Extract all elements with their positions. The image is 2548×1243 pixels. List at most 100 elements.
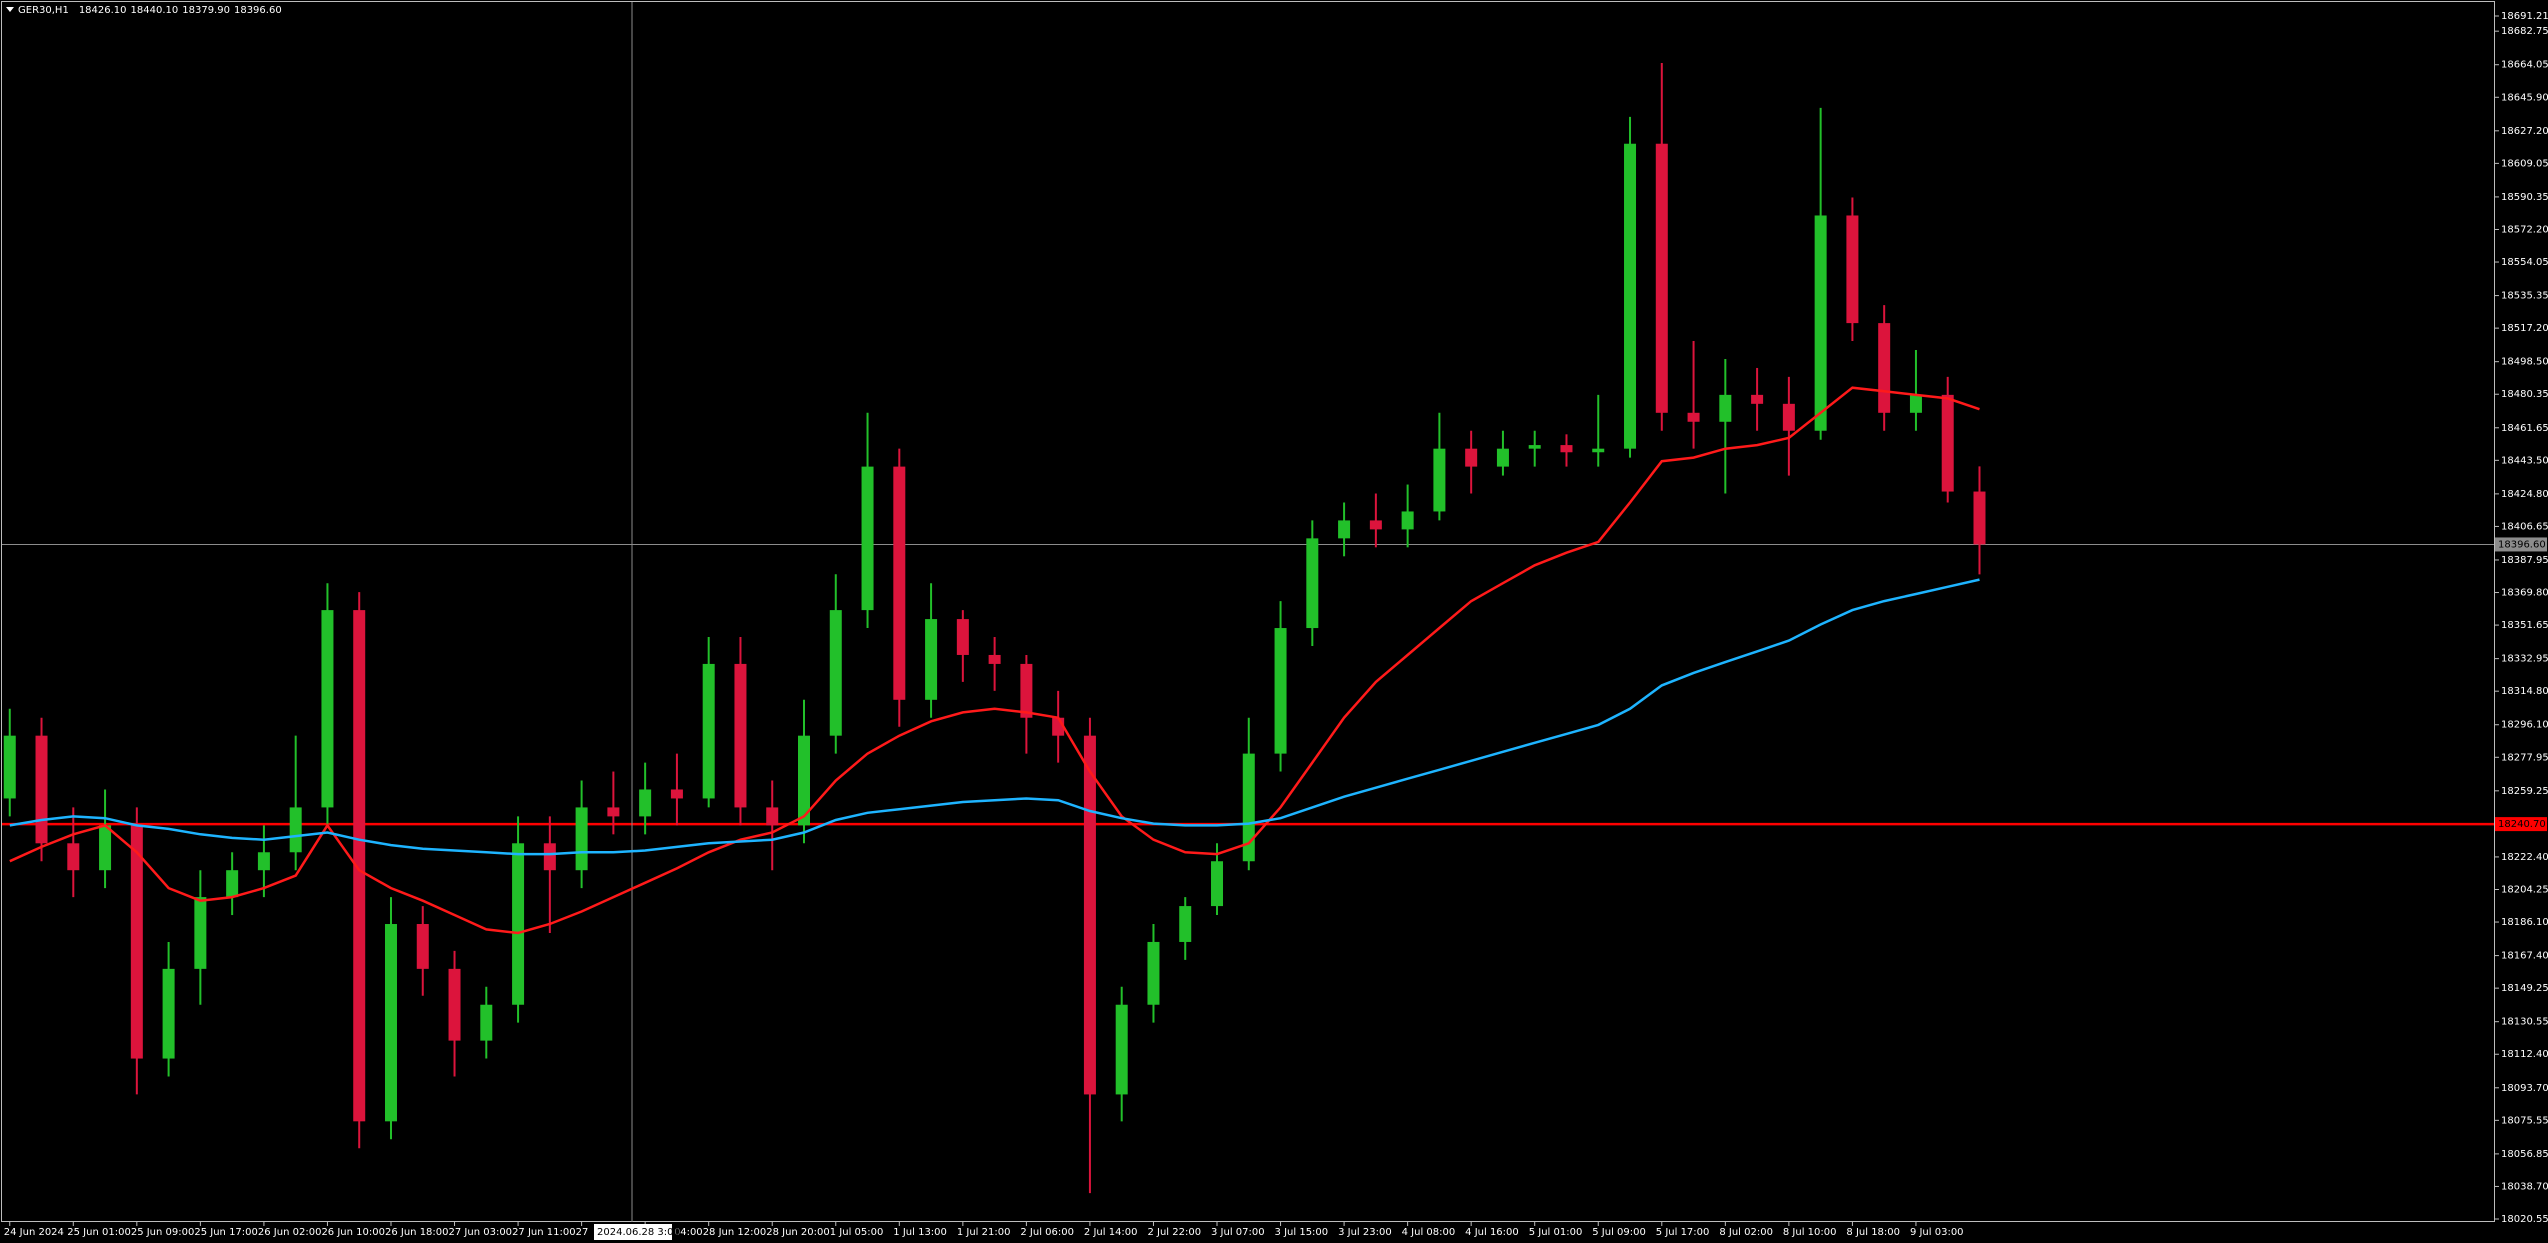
candle-body (1624, 143, 1637, 449)
candle-body (1211, 861, 1224, 907)
y-tick-label: 18204.25 (2501, 884, 2548, 895)
symbol-title: GER30,H1 (18, 5, 69, 16)
x-tick-label: 28 Jun 12:00 (703, 1227, 767, 1238)
y-tick-label: 18314.80 (2501, 686, 2548, 697)
x-tick-label: 25 Jun 01:00 (67, 1227, 131, 1238)
y-tick-label: 18351.65 (2501, 620, 2548, 631)
candle-body (67, 843, 80, 871)
y-tick-label: 18682.75 (2501, 26, 2548, 37)
candle-body (1465, 448, 1478, 467)
y-tick-label: 18130.55 (2501, 1017, 2548, 1028)
x-tick-label: 1 Jul 21:00 (957, 1227, 1011, 1238)
y-tick-label: 18112.40 (2501, 1049, 2548, 1060)
candle-body (1751, 394, 1764, 404)
y-tick-label: 18387.95 (2501, 555, 2548, 566)
candle-body (1496, 448, 1509, 467)
y-tick-label: 18517.20 (2501, 323, 2548, 334)
x-tick-label: 27 Jun 11:00 (512, 1227, 576, 1238)
x-tick-label: 2 Jul 22:00 (1147, 1227, 1201, 1238)
y-tick-label: 18149.25 (2501, 983, 2548, 994)
candle-body (512, 843, 525, 1005)
y-tick-label: 18093.70 (2501, 1083, 2548, 1094)
x-tick-label: 9 Jul 03:00 (1910, 1227, 1964, 1238)
candle-body (226, 870, 239, 898)
candle-body (1941, 394, 1954, 492)
y-tick-label: 18645.90 (2501, 92, 2548, 103)
y-tick-label: 18627.20 (2501, 126, 2548, 137)
x-tick-label: 3 Jul 15:00 (1275, 1227, 1329, 1238)
candle-body (194, 897, 207, 969)
candle-body (130, 825, 143, 1059)
menu-triangle (6, 7, 14, 12)
candle-body (1020, 663, 1033, 718)
x-tick-label: 3 Jul 07:00 (1211, 1227, 1265, 1238)
moving-average (9, 578, 1980, 856)
y-tick-label: 18296.10 (2501, 720, 2548, 731)
y-tick-label: 18498.50 (2501, 357, 2548, 368)
x-tick-label: 26 Jun 18:00 (385, 1227, 449, 1238)
x-tick-label: 5 Jul 17:00 (1656, 1227, 1710, 1238)
candle-body (1814, 215, 1827, 431)
x-tick-label: 28 Jun 20:00 (766, 1227, 830, 1238)
candle-body (1687, 412, 1700, 422)
candle-body (1179, 906, 1192, 942)
y-tick-label: 18590.35 (2501, 192, 2548, 203)
x-tick-label: 4 Jul 16:00 (1465, 1227, 1519, 1238)
y-tick-label: 18480.35 (2501, 389, 2548, 400)
candle-body (1560, 445, 1573, 453)
candle-body (575, 807, 588, 871)
candle-body (1782, 403, 1795, 431)
x-tick-label: 25 Jun 17:00 (194, 1227, 258, 1238)
candle-body (1306, 538, 1319, 629)
candle-body (925, 619, 938, 700)
candle-body (1528, 445, 1541, 449)
x-tick-label: 26 Jun 02:00 (258, 1227, 322, 1238)
candle-body (289, 807, 302, 853)
ohlc-label: 18440.10 (131, 5, 179, 16)
candle-body (416, 924, 429, 969)
y-tick-label: 18056.85 (2501, 1149, 2548, 1160)
candle-body (1846, 215, 1859, 324)
candle-body (1878, 323, 1891, 413)
x-tick-label: 1 Jul 13:00 (893, 1227, 947, 1238)
candle-body (1655, 143, 1668, 413)
x-tick-label: 27 (576, 1227, 589, 1238)
candle-body (1083, 735, 1096, 1095)
crosshair-label-box (594, 1224, 672, 1240)
candle-body (321, 610, 334, 808)
candle-body (543, 843, 556, 871)
candle-body (1338, 520, 1351, 539)
candle-body (1433, 448, 1446, 512)
y-tick-label: 18259.25 (2501, 786, 2548, 797)
x-tick-label: 25 Jun 09:00 (131, 1227, 195, 1238)
candle-body (3, 735, 16, 799)
candle-body (1242, 753, 1255, 862)
candle-body (798, 735, 810, 826)
y-tick-label: 18406.65 (2501, 521, 2548, 532)
x-tick-label: 2 Jul 14:00 (1084, 1227, 1138, 1238)
moving-average (9, 386, 1980, 935)
y-tick-label: 18443.50 (2501, 455, 2548, 466)
x-tick-label: 5 Jul 09:00 (1592, 1227, 1646, 1238)
x-tick-label: 26 Jun 10:00 (321, 1227, 385, 1238)
y-tick-label: 18664.05 (2501, 60, 2548, 71)
y-tick-label: 18167.40 (2501, 951, 2548, 962)
candle-body (829, 610, 842, 736)
candle-body (448, 968, 461, 1041)
candle-body (353, 610, 366, 1122)
x-tick-label: 3 Jul 23:00 (1338, 1227, 1392, 1238)
candle-body (162, 968, 175, 1059)
y-tick-label: 18609.05 (2501, 158, 2548, 169)
ohlc-label: 18426.10 (79, 5, 127, 16)
price-label: 18240.70 (2498, 819, 2546, 830)
x-tick-label: 2 Jul 06:00 (1020, 1227, 1074, 1238)
candle-body (734, 663, 747, 808)
candle-body (257, 852, 270, 871)
y-tick-label: 18554.05 (2501, 257, 2548, 268)
y-tick-label: 18461.65 (2501, 423, 2548, 434)
candle-body (607, 807, 620, 817)
y-tick-label: 18020.55 (2501, 1214, 2548, 1225)
candle-body (1973, 491, 1986, 545)
